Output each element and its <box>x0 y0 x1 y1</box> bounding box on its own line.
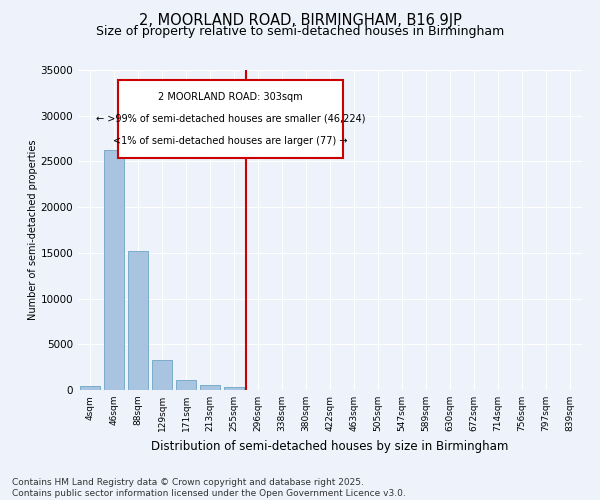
Text: <1% of semi-detached houses are larger (77) →: <1% of semi-detached houses are larger (… <box>113 136 348 146</box>
Text: 2 MOORLAND ROAD: 303sqm: 2 MOORLAND ROAD: 303sqm <box>158 92 303 102</box>
Text: Size of property relative to semi-detached houses in Birmingham: Size of property relative to semi-detach… <box>96 25 504 38</box>
Bar <box>152 360 172 390</box>
Bar <box>104 150 124 390</box>
FancyBboxPatch shape <box>118 80 343 158</box>
Bar <box>200 385 220 390</box>
Text: ← >99% of semi-detached houses are smaller (46,224): ← >99% of semi-detached houses are small… <box>96 114 365 124</box>
Text: 2, MOORLAND ROAD, BIRMINGHAM, B16 9JP: 2, MOORLAND ROAD, BIRMINGHAM, B16 9JP <box>139 12 461 28</box>
Bar <box>176 380 196 390</box>
X-axis label: Distribution of semi-detached houses by size in Birmingham: Distribution of semi-detached houses by … <box>151 440 509 452</box>
Bar <box>224 387 244 390</box>
Y-axis label: Number of semi-detached properties: Number of semi-detached properties <box>28 140 38 320</box>
Bar <box>80 386 100 390</box>
Bar <box>128 251 148 390</box>
Text: Contains HM Land Registry data © Crown copyright and database right 2025.
Contai: Contains HM Land Registry data © Crown c… <box>12 478 406 498</box>
